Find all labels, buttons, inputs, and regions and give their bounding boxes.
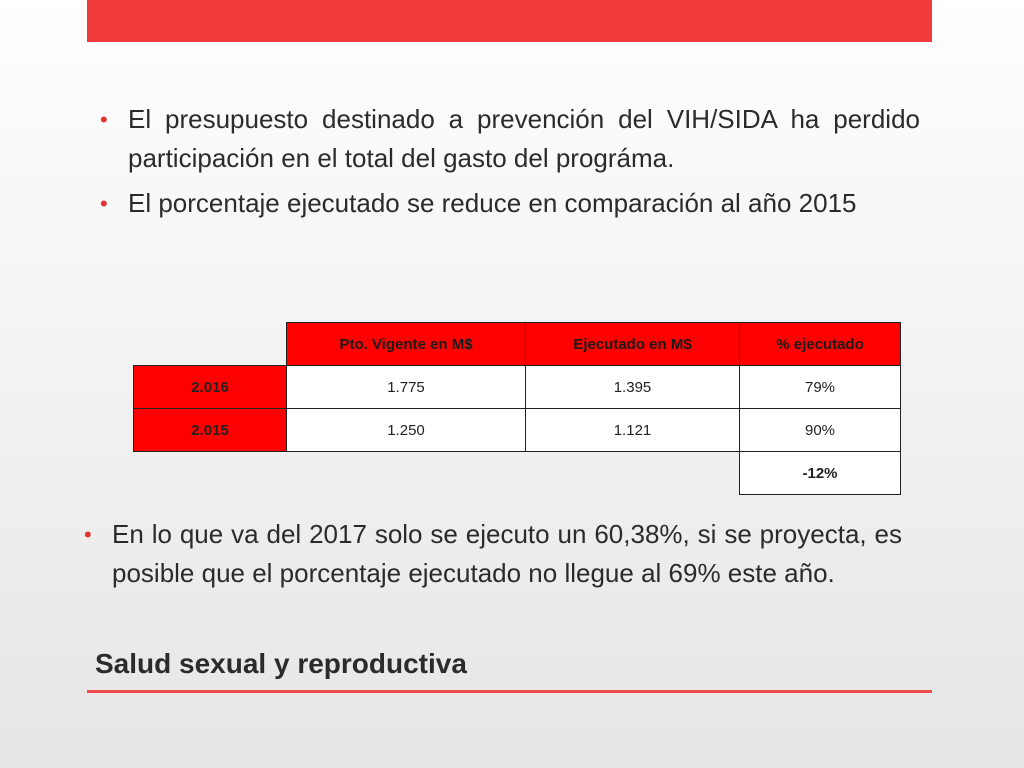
- table-header-row: Pto. Vigente en M$ Ejecutado en M$ % eje…: [134, 322, 901, 366]
- cell-vigente: 1.775: [286, 365, 526, 409]
- table-row: 2.016 1.775 1.395 79%: [133, 365, 901, 409]
- blank-cell: [134, 452, 287, 495]
- row-year: 2.015: [133, 408, 287, 452]
- header-pto-vigente: Pto. Vigente en M$: [286, 322, 526, 366]
- top-accent-bar: [87, 0, 932, 42]
- table-row: 2.015 1.250 1.121 90%: [133, 408, 901, 452]
- bullet-item: El porcentaje ejecutado se reduce en com…: [96, 184, 920, 223]
- cell-difference: -12%: [739, 451, 901, 495]
- header-pct-ejecutado: % ejecutado: [739, 322, 901, 366]
- cell-pct: 79%: [739, 365, 901, 409]
- blank-cell: [526, 452, 740, 495]
- bullet-item: En lo que va del 2017 solo se ejecuto un…: [80, 515, 902, 593]
- slide-title: Salud sexual y reproductiva: [95, 648, 467, 679]
- bullet-item: El presupuesto destinado a prevención de…: [96, 100, 920, 178]
- row-year: 2.016: [133, 365, 287, 409]
- table-difference-row: -12%: [134, 451, 901, 495]
- bottom-accent-line: [87, 690, 932, 693]
- blank-cell: [287, 452, 526, 495]
- bottom-bullet-list: En lo que va del 2017 solo se ejecuto un…: [80, 515, 902, 599]
- cell-pct: 90%: [739, 408, 901, 452]
- cell-ejecutado: 1.121: [525, 408, 740, 452]
- table-corner-cell: [134, 323, 287, 366]
- cell-ejecutado: 1.395: [525, 365, 740, 409]
- budget-table: Pto. Vigente en M$ Ejecutado en M$ % eje…: [133, 322, 901, 495]
- cell-vigente: 1.250: [286, 408, 526, 452]
- top-bullet-list: El presupuesto destinado a prevención de…: [96, 100, 920, 229]
- header-ejecutado: Ejecutado en M$: [525, 322, 740, 366]
